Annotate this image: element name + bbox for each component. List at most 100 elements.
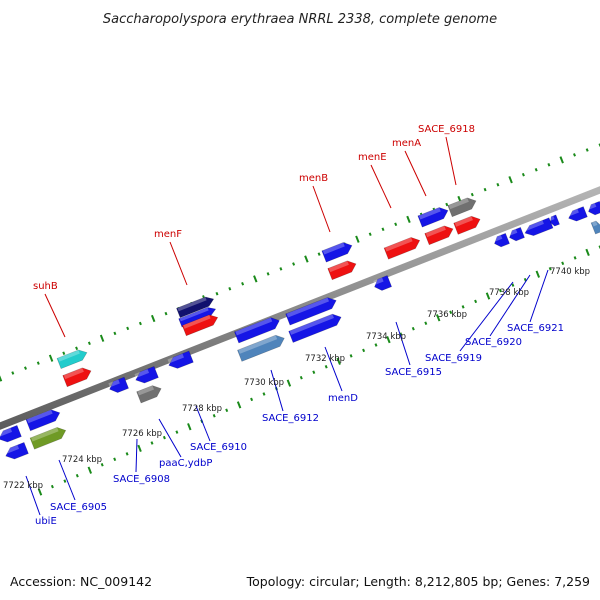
- gene-arrow[interactable]: [523, 217, 554, 238]
- gene-arrow-highlight: [508, 229, 518, 236]
- gene-label[interactable]: SACE_6910: [190, 442, 247, 453]
- gene-arrow[interactable]: [181, 312, 220, 337]
- gene-arrow[interactable]: [234, 315, 281, 344]
- gene-arrow-body: [285, 297, 337, 326]
- gene-arrow-body: [374, 275, 393, 291]
- gene-arrow-highlight: [418, 207, 441, 220]
- gene-arrow[interactable]: [507, 226, 525, 242]
- gene-label[interactable]: suhB: [33, 281, 58, 292]
- scale-label: 7736 kbp: [427, 310, 467, 320]
- tick-mark: [483, 187, 487, 192]
- tick-mark: [241, 282, 245, 286]
- gene-arrow[interactable]: [548, 214, 560, 227]
- gene-arrow-body: [109, 376, 129, 393]
- tick-mark: [511, 283, 515, 287]
- gene-label[interactable]: SACE_6918: [418, 124, 475, 135]
- gene-arrow[interactable]: [372, 275, 393, 292]
- gene-arrow[interactable]: [288, 312, 344, 343]
- tick-mark: [228, 287, 232, 291]
- tick-mark: [36, 361, 40, 365]
- gene-arrow[interactable]: [56, 347, 89, 369]
- gene-label[interactable]: SACE_6921: [507, 323, 564, 334]
- gene-arrow[interactable]: [4, 441, 29, 461]
- gene-label[interactable]: menB: [299, 173, 328, 184]
- genome-backbone: [0, 186, 600, 430]
- gene-arrow[interactable]: [136, 383, 164, 404]
- gene-arrow[interactable]: [590, 220, 600, 235]
- tick-mark: [496, 182, 500, 187]
- gene-arrow-highlight: [567, 208, 579, 217]
- gene-arrow[interactable]: [327, 258, 358, 281]
- gene-arrow[interactable]: [0, 424, 22, 444]
- tick-mark: [498, 288, 502, 293]
- gene-label[interactable]: menF: [154, 229, 182, 240]
- gene-arrow[interactable]: [176, 294, 215, 318]
- gene-arrow[interactable]: [586, 200, 600, 216]
- tick-mark: [150, 441, 154, 445]
- gene-label[interactable]: SACE_6920: [465, 337, 522, 348]
- tick-mark: [299, 375, 303, 380]
- gene-arrow-body: [383, 237, 421, 260]
- gene-arrow[interactable]: [492, 232, 510, 248]
- gene-arrow-highlight: [384, 237, 413, 252]
- gene-arrow-highlight: [134, 368, 150, 378]
- gene-label[interactable]: ubiE: [35, 516, 57, 527]
- gene-label[interactable]: SACE_6912: [262, 413, 319, 424]
- gene-arrow-body: [321, 242, 353, 263]
- gene-label[interactable]: menD: [328, 393, 358, 404]
- gene-arrow[interactable]: [567, 206, 588, 224]
- tick-mark: [349, 354, 353, 358]
- gene-label[interactable]: menE: [358, 152, 387, 163]
- gene-arrow[interactable]: [107, 376, 129, 395]
- gene-arrow-highlight: [238, 335, 278, 354]
- gene-arrow[interactable]: [447, 195, 478, 218]
- gene-arrow[interactable]: [167, 350, 194, 371]
- gene-label[interactable]: menA: [392, 138, 421, 149]
- gene-arrow-body: [29, 427, 67, 450]
- gene-arrow[interactable]: [178, 305, 218, 328]
- label-leader-line: [529, 269, 549, 323]
- tick-mark: [37, 488, 43, 496]
- gene-arrow-body: [237, 334, 285, 362]
- tick-mark: [535, 270, 541, 278]
- label-leader-line: [58, 459, 76, 501]
- gene-arrow[interactable]: [424, 223, 455, 246]
- tick-mark: [485, 292, 491, 300]
- tick-mark: [113, 457, 117, 462]
- gene-arrow[interactable]: [29, 425, 68, 450]
- gene-arrow[interactable]: [417, 205, 450, 228]
- gene-arrow[interactable]: [62, 365, 93, 388]
- gene-arrow-body: [176, 296, 215, 318]
- gene-arrow[interactable]: [453, 214, 483, 235]
- label-leader-lines: [25, 136, 549, 516]
- tick-mark: [63, 479, 67, 483]
- gene-arrow-highlight: [167, 353, 184, 364]
- label-leader-line: [135, 438, 138, 473]
- tick-mark: [336, 357, 341, 365]
- gene-label[interactable]: SACE_6908: [113, 474, 170, 485]
- tick-mark: [262, 392, 266, 396]
- tick-mark: [24, 366, 27, 370]
- tick-mark: [164, 311, 168, 316]
- gene-label[interactable]: paaC,ydbP: [159, 458, 212, 469]
- gene-label[interactable]: SACE_6915: [385, 367, 442, 378]
- gene-arrow-body: [5, 441, 29, 460]
- gene-arrow-highlight: [448, 197, 469, 210]
- gene-track: [0, 195, 600, 461]
- gene-arrow[interactable]: [134, 365, 159, 385]
- tick-mark: [317, 252, 321, 256]
- topology-summary: Topology: circular; Length: 8,212,805 bp…: [246, 574, 590, 589]
- scale-label: 7730 kbp: [244, 378, 284, 388]
- label-leader-line: [169, 241, 188, 286]
- gene-arrow[interactable]: [285, 295, 339, 326]
- tick-mark: [406, 215, 411, 224]
- tick-mark: [62, 351, 66, 355]
- gene-arrow[interactable]: [25, 407, 62, 432]
- tick-mark: [236, 401, 242, 409]
- gene-label[interactable]: SACE_6905: [50, 502, 107, 513]
- gene-arrow[interactable]: [321, 240, 354, 263]
- tick-mark: [474, 299, 478, 304]
- gene-arrow[interactable]: [237, 333, 286, 362]
- gene-label[interactable]: SACE_6919: [425, 353, 482, 364]
- gene-arrow[interactable]: [383, 235, 422, 260]
